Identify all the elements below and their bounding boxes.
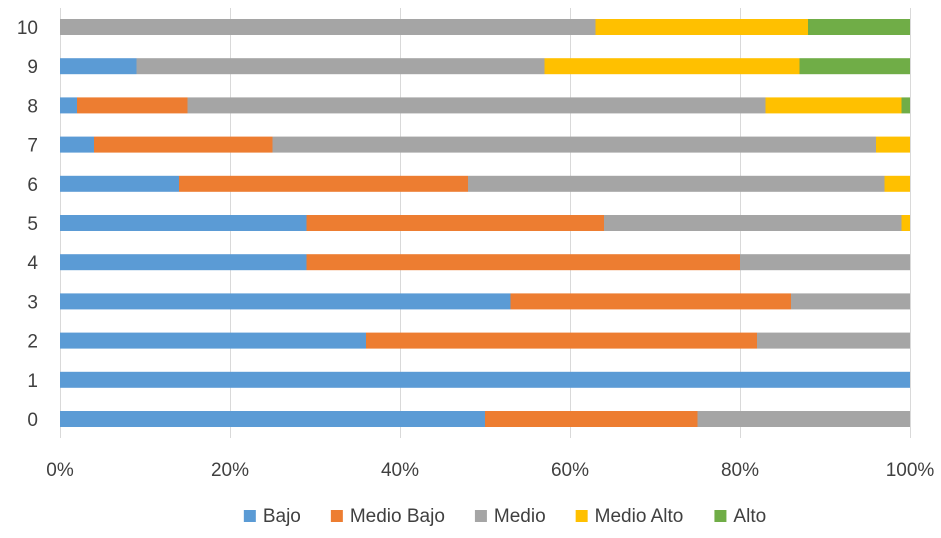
bar-segment (60, 371, 910, 388)
bar-segment (60, 254, 307, 271)
bar-segment (94, 136, 273, 153)
legend-swatch (243, 510, 256, 522)
bar-segment (60, 332, 366, 349)
bar-segment (77, 97, 188, 114)
bar-segment (876, 136, 910, 153)
x-tick-label: 60% (551, 460, 589, 481)
bar-segment (60, 175, 179, 192)
bar-segment (136, 58, 545, 75)
bar-segment (468, 175, 885, 192)
legend-label: Medio (494, 506, 546, 527)
bar-segment (757, 332, 910, 349)
bar-segment (60, 19, 596, 35)
bar-segment (60, 293, 511, 310)
bar-segment (306, 254, 740, 271)
x-tick-label: 40% (381, 460, 419, 481)
bar-segment (901, 215, 910, 231)
y-tick-label: 3 (27, 292, 38, 313)
bar-segment (485, 411, 698, 427)
bar-segment (901, 97, 910, 114)
bar-segment (60, 97, 77, 114)
y-tick-label: 9 (27, 57, 38, 78)
y-tick-label: 8 (27, 96, 38, 117)
y-tick-label: 0 (27, 410, 38, 431)
legend-swatch (575, 510, 588, 522)
x-tick-label: 20% (211, 460, 249, 481)
bar-segment (765, 97, 902, 114)
legend-label: Medio Alto (595, 506, 684, 527)
bar-segment (595, 19, 808, 35)
bar-segment (187, 97, 766, 114)
bar-segment (884, 175, 910, 192)
bar-segment (697, 411, 910, 427)
bar-segment (740, 254, 910, 271)
bar-segment (544, 58, 800, 75)
bar-segment (306, 215, 604, 231)
legend-swatch (714, 510, 727, 522)
legend-label: Alto (733, 506, 766, 527)
y-tick-label: 2 (27, 332, 38, 353)
bar-segment (179, 175, 468, 192)
y-tick-label: 6 (27, 175, 38, 196)
bar-segment (791, 293, 910, 310)
y-tick-label: 1 (27, 371, 38, 392)
y-tick-label: 5 (27, 214, 38, 235)
x-axis-labels: 0% 20% 40% 60% 80% 100% (46, 460, 934, 481)
bar-segment (60, 411, 485, 427)
bar-segment (366, 332, 757, 349)
y-tick-label: 4 (27, 253, 38, 274)
y-axis-labels: 0 1 2 3 4 5 6 7 8 9 10 (17, 18, 39, 431)
bar-segment (799, 58, 910, 75)
y-tick-label: 10 (17, 18, 38, 39)
bars (60, 19, 910, 427)
bar-segment (60, 215, 307, 231)
bar-segment (60, 136, 94, 153)
x-tick-label: 0% (46, 460, 74, 481)
bar-segment (510, 293, 791, 310)
legend-label: Bajo (263, 506, 301, 527)
bar-segment (604, 215, 902, 231)
bar-segment (272, 136, 876, 153)
x-tick-label: 100% (886, 460, 935, 481)
bar-segment (60, 58, 137, 75)
legend-swatch (474, 510, 487, 522)
bar-segment (808, 19, 910, 35)
y-tick-label: 7 (27, 136, 38, 157)
legend: Bajo Medio Bajo Medio Medio Alto Alto (243, 506, 766, 527)
x-tick-label: 80% (721, 460, 759, 481)
legend-label: Medio Bajo (350, 506, 445, 527)
legend-swatch (330, 510, 343, 522)
